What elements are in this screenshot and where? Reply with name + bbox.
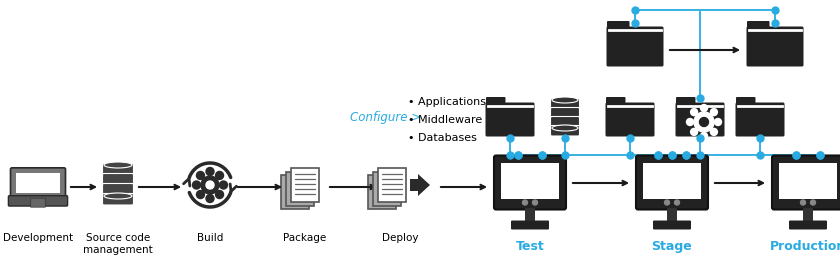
FancyBboxPatch shape xyxy=(789,220,827,229)
Circle shape xyxy=(690,109,697,116)
FancyBboxPatch shape xyxy=(102,164,134,175)
FancyBboxPatch shape xyxy=(736,103,785,136)
Circle shape xyxy=(197,171,204,179)
Circle shape xyxy=(811,200,816,205)
FancyBboxPatch shape xyxy=(747,26,804,67)
Circle shape xyxy=(801,200,806,205)
FancyBboxPatch shape xyxy=(606,26,664,67)
Circle shape xyxy=(675,200,680,205)
FancyBboxPatch shape xyxy=(643,162,701,198)
Circle shape xyxy=(201,176,219,194)
Ellipse shape xyxy=(104,162,132,168)
FancyBboxPatch shape xyxy=(486,97,506,108)
FancyBboxPatch shape xyxy=(550,126,580,136)
Text: • Applications: • Applications xyxy=(408,97,486,107)
Circle shape xyxy=(192,181,201,189)
FancyBboxPatch shape xyxy=(368,175,396,209)
Text: Development: Development xyxy=(3,233,73,243)
FancyBboxPatch shape xyxy=(378,168,406,202)
FancyBboxPatch shape xyxy=(550,117,580,127)
FancyBboxPatch shape xyxy=(653,220,691,229)
Circle shape xyxy=(694,112,714,132)
FancyBboxPatch shape xyxy=(291,168,319,202)
FancyBboxPatch shape xyxy=(486,103,534,136)
Circle shape xyxy=(701,104,707,112)
Circle shape xyxy=(690,129,697,135)
FancyBboxPatch shape xyxy=(102,174,134,185)
FancyBboxPatch shape xyxy=(606,97,626,108)
Text: Deploy: Deploy xyxy=(381,233,418,243)
FancyBboxPatch shape xyxy=(501,162,559,198)
Circle shape xyxy=(664,200,669,205)
FancyBboxPatch shape xyxy=(803,207,813,222)
FancyBboxPatch shape xyxy=(286,172,314,206)
Circle shape xyxy=(219,181,228,189)
Ellipse shape xyxy=(552,97,578,103)
Text: Source code
management: Source code management xyxy=(83,233,153,255)
Circle shape xyxy=(216,171,223,179)
FancyBboxPatch shape xyxy=(511,220,549,229)
Ellipse shape xyxy=(552,125,578,131)
Circle shape xyxy=(701,132,707,139)
FancyBboxPatch shape xyxy=(636,156,708,210)
Text: • Middleware: • Middleware xyxy=(408,115,482,125)
Circle shape xyxy=(216,191,223,198)
FancyBboxPatch shape xyxy=(779,162,837,198)
FancyBboxPatch shape xyxy=(373,172,401,206)
Circle shape xyxy=(715,118,722,126)
Circle shape xyxy=(711,129,717,135)
FancyBboxPatch shape xyxy=(102,183,134,195)
Text: Stage: Stage xyxy=(652,240,692,253)
FancyBboxPatch shape xyxy=(550,99,580,109)
Circle shape xyxy=(206,167,214,175)
FancyBboxPatch shape xyxy=(102,193,134,205)
Circle shape xyxy=(197,191,204,198)
FancyBboxPatch shape xyxy=(494,156,566,210)
Text: Test: Test xyxy=(516,240,544,253)
Text: Build: Build xyxy=(197,233,223,243)
Text: Production: Production xyxy=(770,240,840,253)
FancyBboxPatch shape xyxy=(676,97,696,108)
FancyBboxPatch shape xyxy=(736,97,755,108)
FancyBboxPatch shape xyxy=(675,103,724,136)
Ellipse shape xyxy=(104,193,132,199)
Text: Configure >: Configure > xyxy=(350,112,421,125)
FancyBboxPatch shape xyxy=(525,207,535,222)
Circle shape xyxy=(533,200,538,205)
FancyBboxPatch shape xyxy=(607,21,629,32)
Text: • Databases: • Databases xyxy=(408,133,477,143)
Circle shape xyxy=(686,118,694,126)
FancyBboxPatch shape xyxy=(606,103,654,136)
FancyBboxPatch shape xyxy=(8,196,67,206)
FancyBboxPatch shape xyxy=(772,156,840,210)
FancyBboxPatch shape xyxy=(281,175,309,209)
Circle shape xyxy=(711,109,717,116)
Circle shape xyxy=(522,200,528,205)
FancyBboxPatch shape xyxy=(30,198,45,207)
FancyBboxPatch shape xyxy=(10,168,66,198)
Text: Package: Package xyxy=(283,233,327,243)
FancyBboxPatch shape xyxy=(747,21,769,32)
Circle shape xyxy=(700,117,708,126)
Circle shape xyxy=(206,181,214,189)
FancyArrow shape xyxy=(410,174,430,196)
FancyBboxPatch shape xyxy=(16,173,60,193)
FancyBboxPatch shape xyxy=(667,207,677,222)
FancyBboxPatch shape xyxy=(550,108,580,118)
Circle shape xyxy=(206,195,214,202)
